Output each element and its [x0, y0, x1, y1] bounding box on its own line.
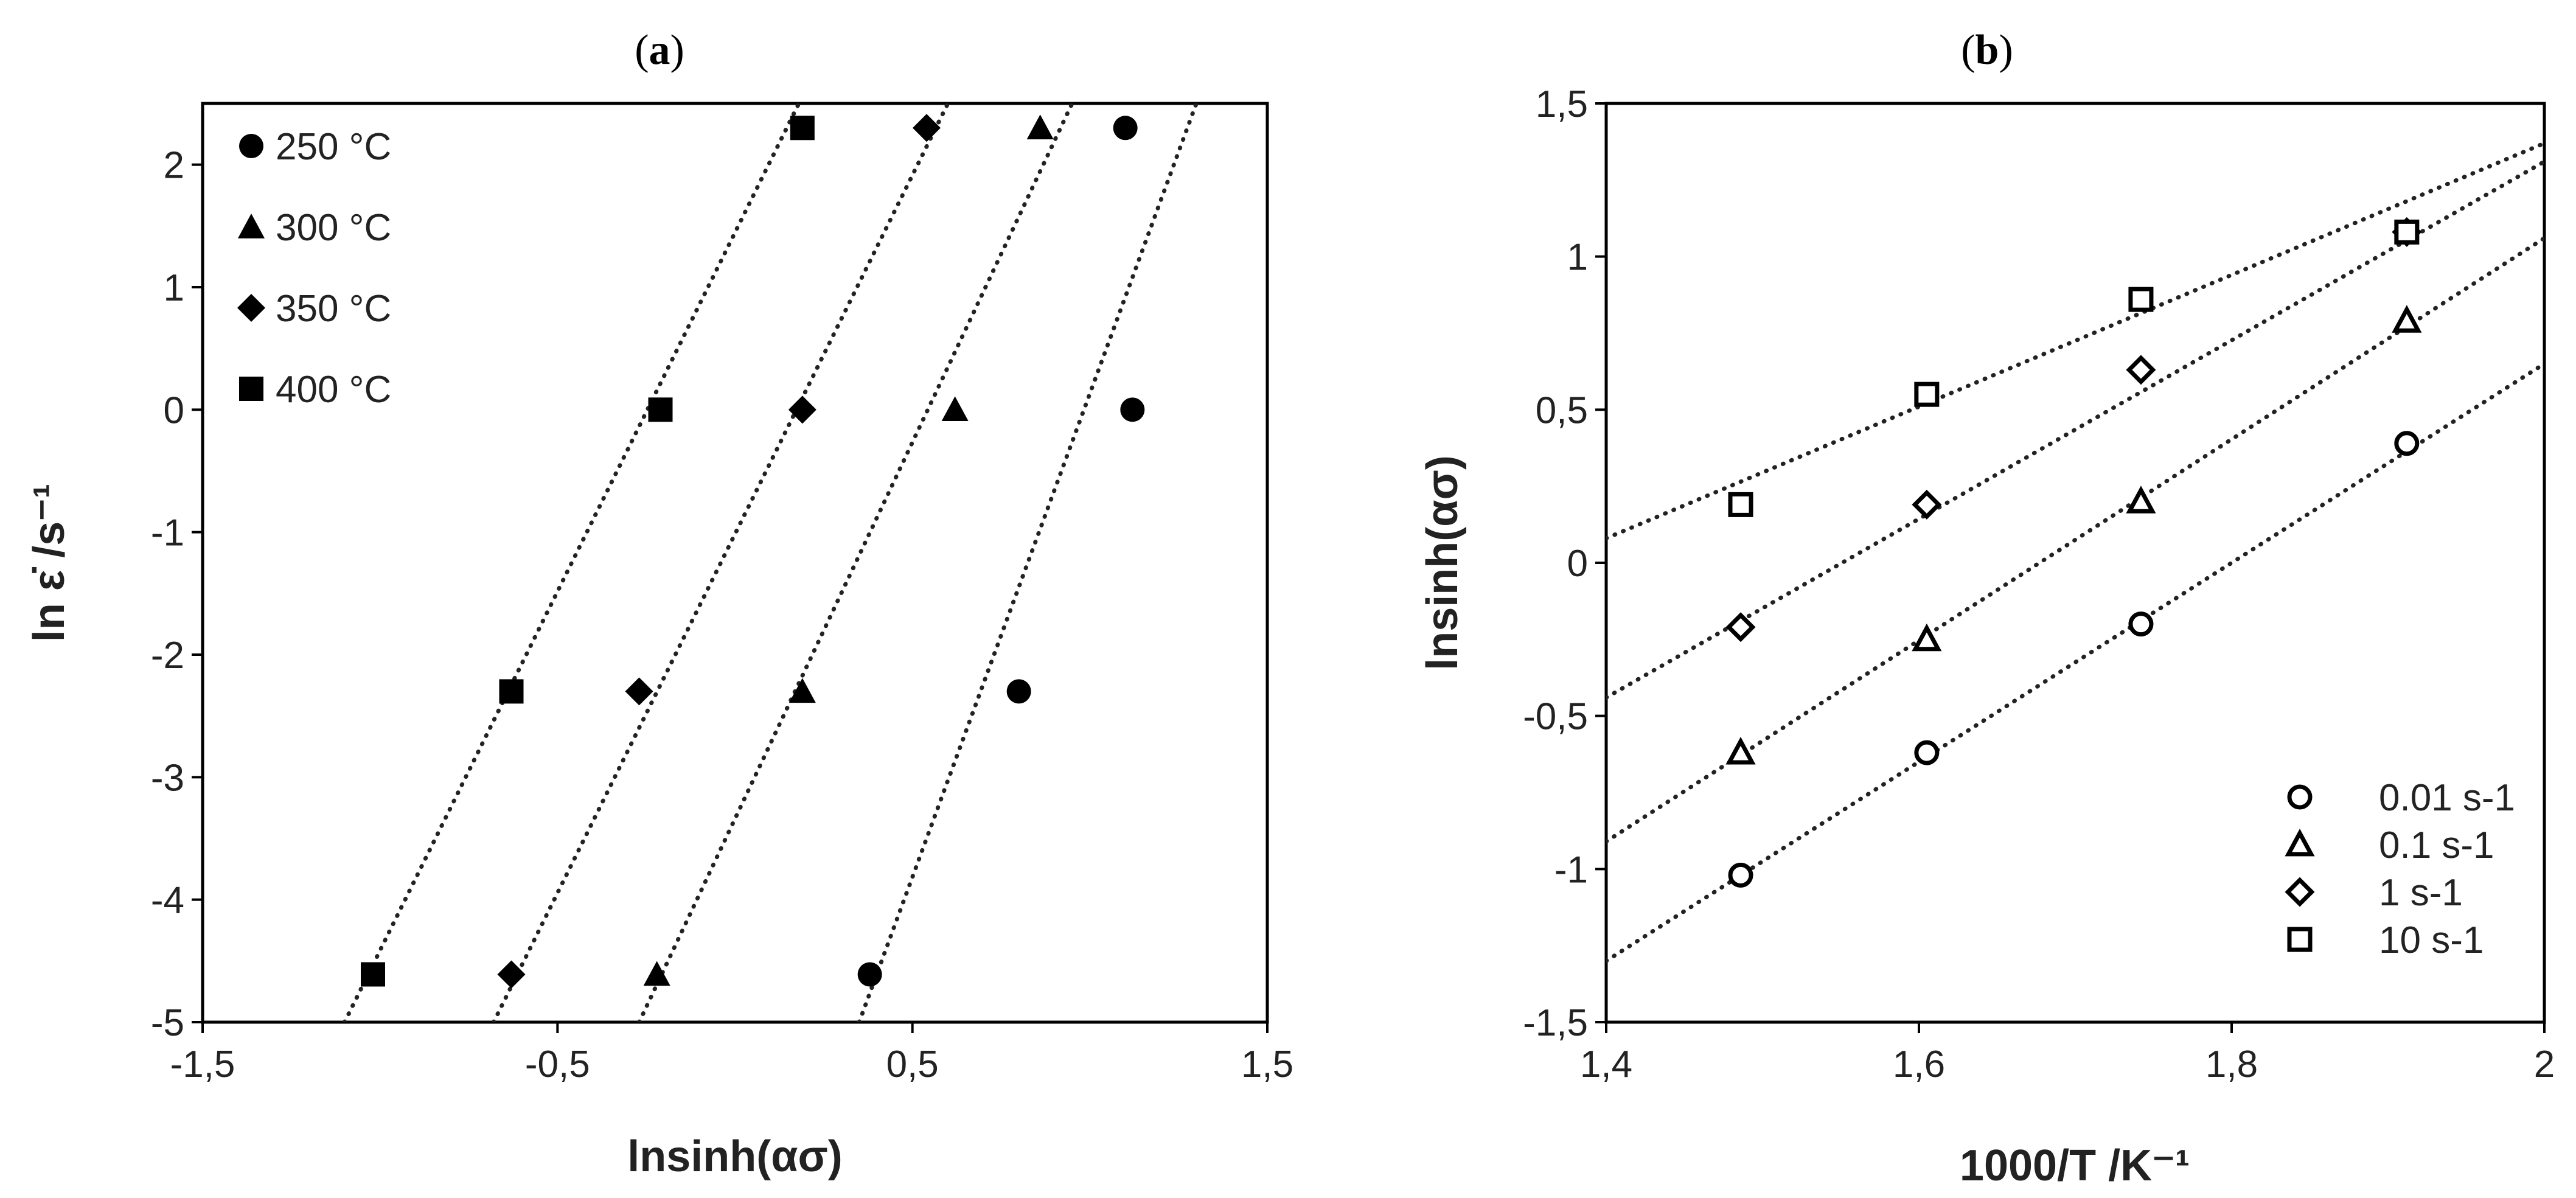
panel-a: (a) -5 -4 -3 -2 -1 0 1 2 -1,5 -0,5 0,5 1,5 250 °C 30… [25, 27, 1293, 1181]
data-point [625, 677, 653, 706]
legend-marker [239, 377, 263, 401]
data-point [790, 116, 815, 141]
y-tick-label: -1,5 [1523, 1002, 1588, 1044]
data-point [648, 397, 673, 422]
panel-b-ticks: -1,5 -1 -0,5 0 0,5 1 1,5 1,4 1,6 1,8 2 [1523, 83, 2555, 1085]
legend-label: 350 °C [276, 288, 391, 330]
data-point [1914, 381, 1940, 407]
x-tick-label: 0,5 [886, 1043, 939, 1085]
legend-marker [2287, 927, 2313, 952]
y-tick-label: 2 [164, 145, 184, 187]
fit-line [637, 103, 1074, 1022]
data-point [788, 395, 816, 424]
fit-line [491, 103, 950, 1022]
x-tick-label: 2 [2534, 1043, 2555, 1085]
data-point [913, 114, 941, 142]
panel-b-x-axis-label: 1000/T /K⁻¹ [1960, 1141, 2190, 1190]
y-tick-label: -3 [151, 757, 184, 799]
y-tick-label: 1 [1567, 237, 1588, 279]
panel-a-y-axis-label: ln ε̇ /s⁻¹ [25, 484, 74, 642]
legend-marker [2285, 828, 2315, 857]
legend-label: 0.01 s-1 [2379, 777, 2515, 819]
data-point [1725, 612, 1756, 643]
x-tick-label: 1,4 [1580, 1043, 1632, 1085]
data-point [2126, 486, 2156, 514]
data-point [1728, 862, 1753, 888]
data-point [643, 961, 670, 986]
legend-label: 10 s-1 [2379, 919, 2484, 961]
legend-label: 300 °C [276, 207, 391, 249]
panel-b-fit-lines [1606, 141, 2544, 963]
data-point [2126, 355, 2156, 385]
data-point [1026, 114, 1054, 139]
panel-b-points [1725, 217, 2422, 888]
data-point [1120, 397, 1145, 422]
x-tick-label: 1,6 [1893, 1043, 1945, 1085]
data-point [941, 396, 969, 422]
legend-marker [237, 294, 265, 322]
legend-label: 400 °C [276, 369, 391, 411]
data-point [497, 960, 526, 989]
panel-b: (b) -1,5 -1 -0,5 0 0,5 1 1,5 1,4 1,6 1,8 2 0.01 s-… [1418, 27, 2555, 1190]
data-point [2394, 431, 2420, 456]
panel-b-y-axis-label: lnsinh(ασ) [1418, 455, 1467, 670]
fit-line [1606, 141, 2544, 541]
y-tick-label: -1 [151, 512, 184, 554]
panel-a-plot-frame [201, 102, 1269, 1024]
data-point [2128, 611, 2154, 637]
data-point [1914, 740, 1940, 765]
legend-marker [238, 214, 265, 239]
y-tick-label: -1 [1554, 849, 1588, 891]
panel-a-points [361, 114, 1145, 989]
fit-line [1606, 235, 2544, 844]
fit-line [342, 103, 801, 1022]
data-point [2394, 219, 2420, 245]
x-tick-label: -1,5 [170, 1043, 235, 1085]
y-tick-label: 1,5 [1536, 83, 1588, 125]
data-point [1912, 489, 1942, 520]
panel-a-fit-lines [342, 103, 1199, 1022]
x-tick-label: 1,5 [1241, 1043, 1293, 1085]
y-tick-label: 0 [1567, 543, 1588, 585]
data-point [788, 678, 816, 703]
panel-b-tag: (b) [1961, 27, 2013, 74]
legend-label: 250 °C [276, 126, 391, 168]
x-tick-label: 1,8 [2205, 1043, 2258, 1085]
y-tick-label: 0 [164, 389, 184, 431]
data-point [361, 962, 385, 987]
y-tick-label: -0,5 [1523, 696, 1588, 738]
data-point [1728, 492, 1753, 517]
data-point [1912, 623, 1942, 652]
data-point [1113, 116, 1138, 141]
y-tick-label: -2 [151, 635, 184, 677]
data-point [499, 679, 524, 704]
x-tick-label: -0,5 [525, 1043, 590, 1085]
fit-line [1606, 159, 2544, 700]
data-point [2392, 305, 2422, 333]
panel-a-tag: (a) [635, 27, 684, 74]
data-point [2128, 287, 2154, 312]
panel-a-legend: 250 °C 300 °C 350 °C 400 °C [237, 126, 391, 411]
data-point [857, 962, 882, 987]
data-point [1006, 679, 1031, 704]
legend-marker [2285, 877, 2315, 907]
y-tick-label: 1 [164, 267, 184, 309]
y-tick-label: 0,5 [1536, 389, 1588, 431]
legend-marker [239, 134, 263, 158]
legend-label: 1 s-1 [2379, 872, 2463, 914]
y-tick-label: -5 [151, 1002, 184, 1044]
legend-label: 0.1 s-1 [2379, 824, 2494, 866]
fit-line [1606, 361, 2544, 963]
panel-a-ticks: -5 -4 -3 -2 -1 0 1 2 -1,5 -0,5 0,5 1,5 [151, 145, 1293, 1085]
data-point [1725, 737, 1756, 765]
panel-a-x-axis-label: lnsinh(ασ) [627, 1132, 842, 1181]
legend-marker [2287, 784, 2313, 810]
fit-line [857, 103, 1199, 1022]
panel-b-legend: 0.01 s-1 0.1 s-1 1 s-1 10 s-1 [2285, 777, 2515, 961]
y-tick-label: -4 [151, 880, 184, 922]
